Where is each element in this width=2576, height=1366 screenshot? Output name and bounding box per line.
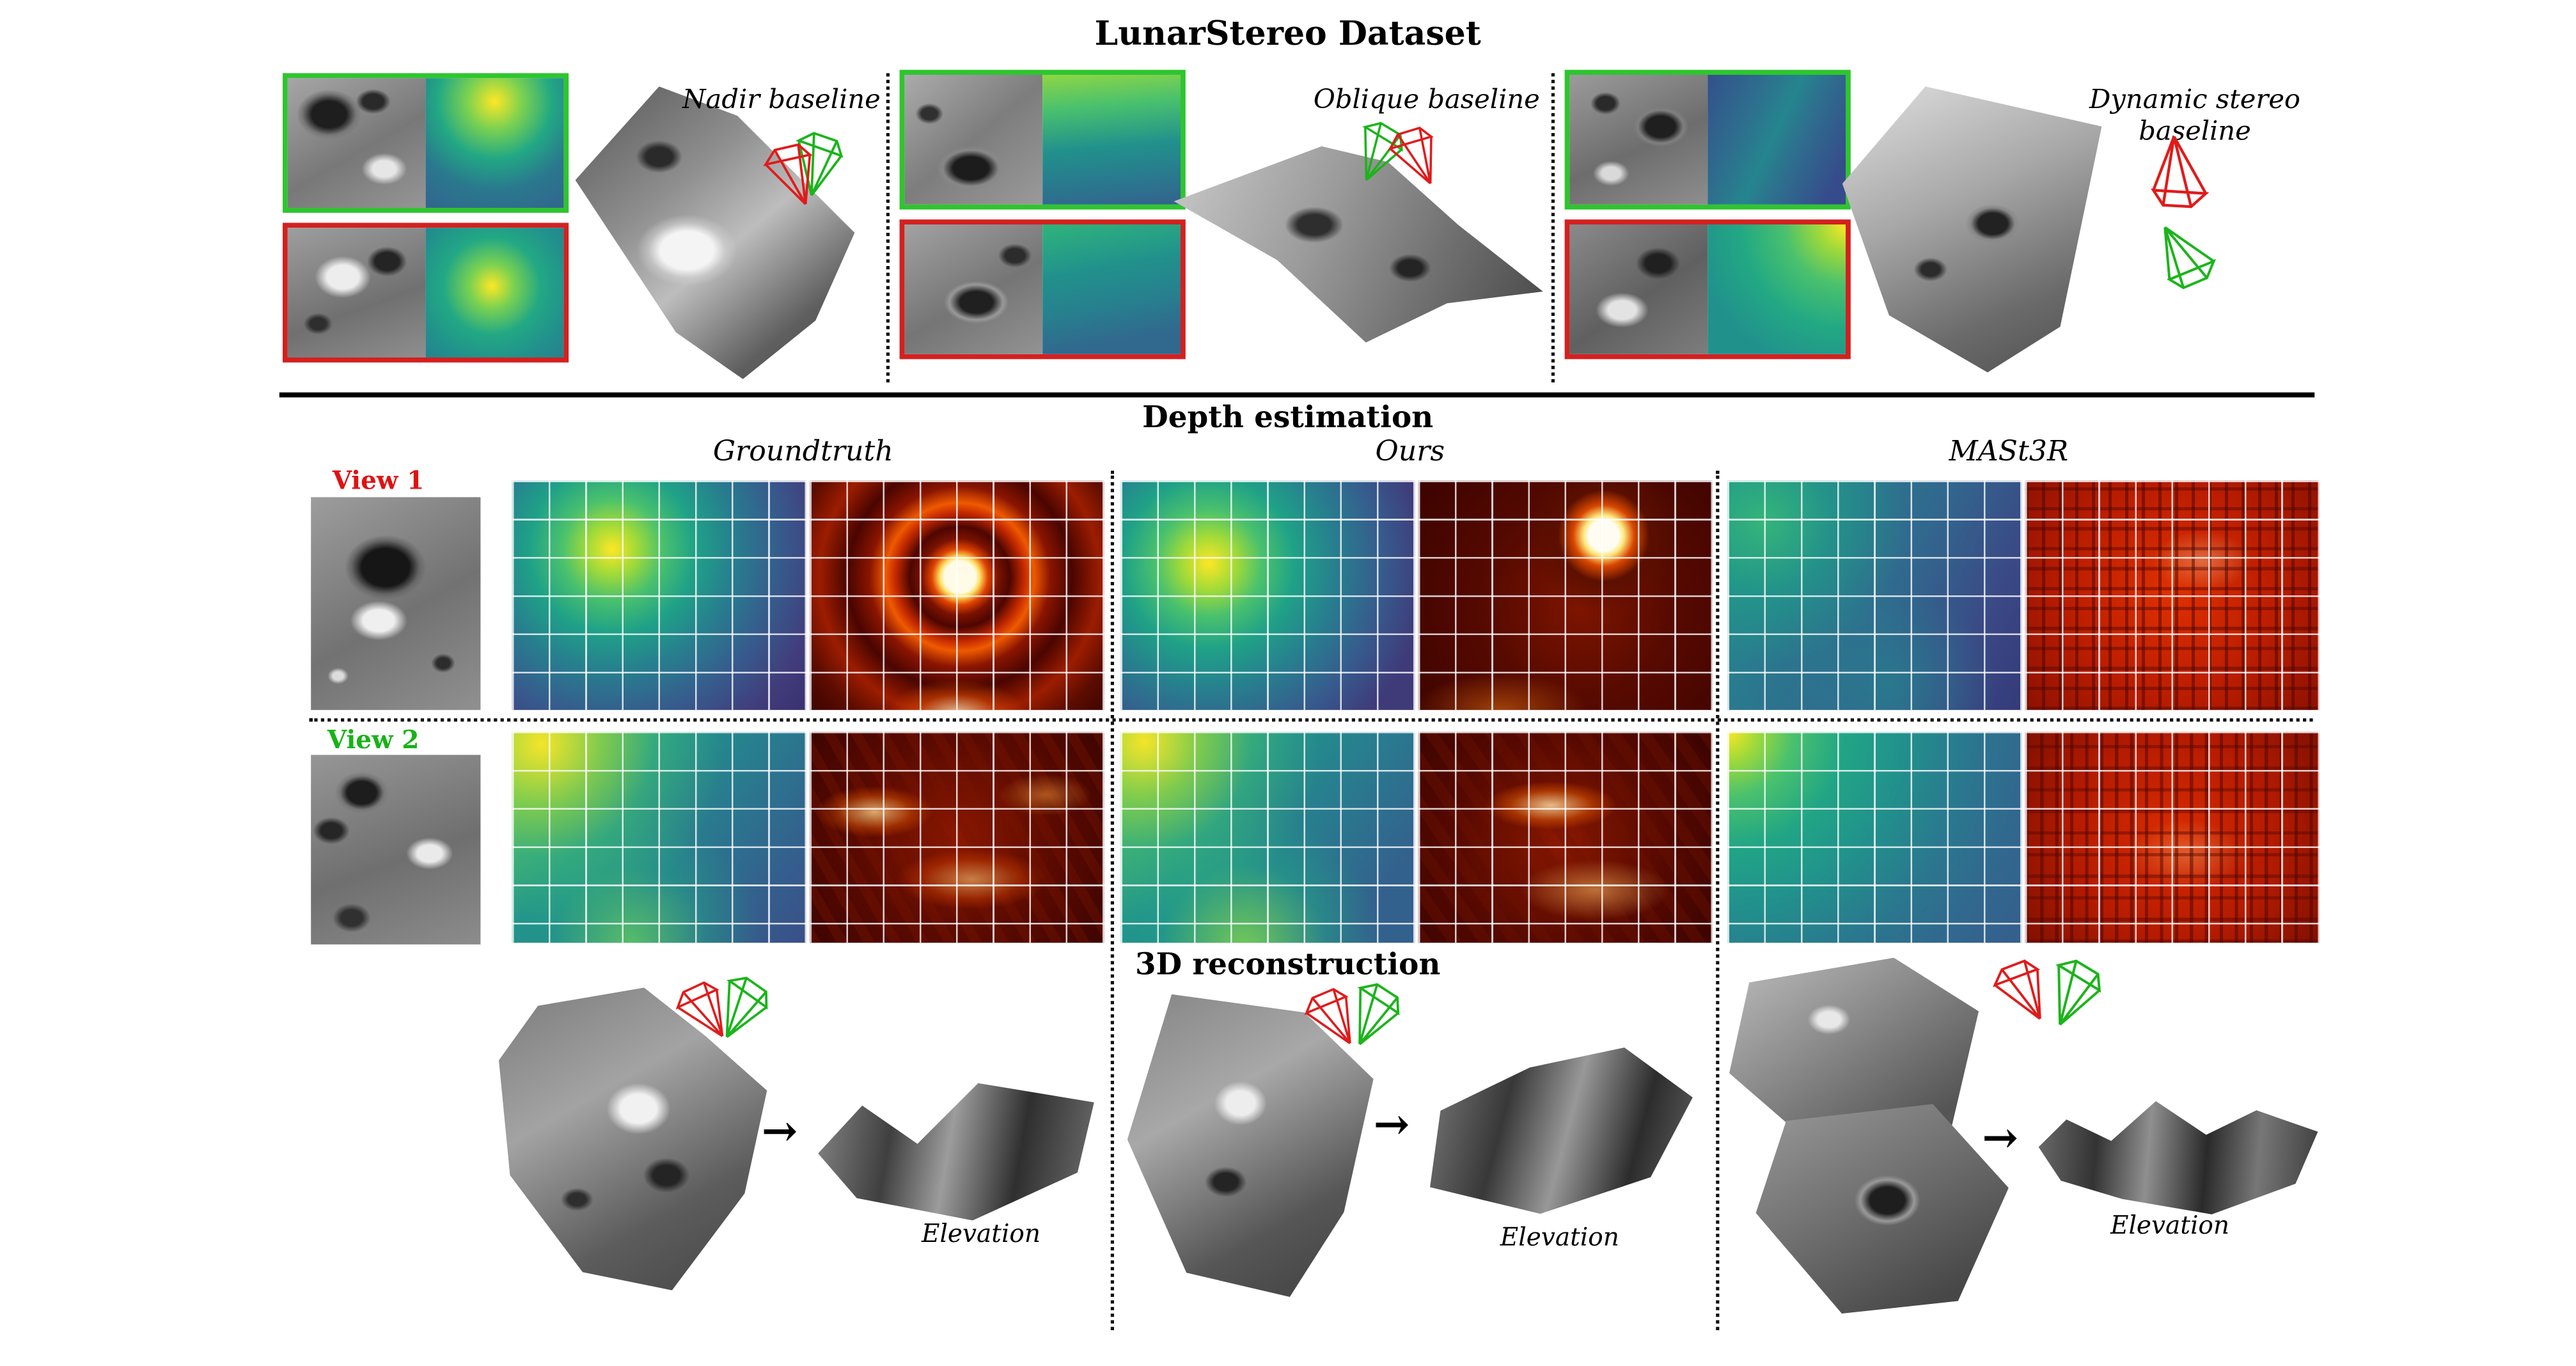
dotted-separator [886,73,890,382]
groundtruth-view1-maps [512,480,1104,710]
camera-frustum-green-icon [699,964,785,1054]
column-label-groundtruth: Groundtruth [712,436,893,469]
depth-map-panel [1120,732,1415,943]
error-map-panel [2025,732,2320,943]
camera-frustum-green-icon [781,124,854,205]
depth-map-thumb [1042,74,1181,205]
lunar-image [287,228,426,357]
camera-frustum-pair-icon [763,130,858,216]
lunar-image [1569,74,1708,205]
dotted-separator [1551,73,1555,382]
view2-label: View 2 [327,725,420,755]
column-label-mast3r: MASt3R [1949,436,2069,469]
depth-map-thumb [1708,224,1846,354]
depth-map-thumb [425,228,564,357]
lunar-image [1569,224,1708,354]
stereo-pair-oblique-view2 [899,70,1186,210]
error-map-panel [1418,732,1713,943]
camera-frustum-pair-icon [1304,981,1413,1061]
ours-view1-maps [1120,480,1713,710]
arrow-icon: → [761,1107,798,1158]
recon-mesh-patch [1755,1104,2009,1314]
camera-frustum-red-icon [1379,114,1457,198]
baseline-label-dynamic: Dynamic stereo baseline [2089,83,2300,146]
dotted-separator [1110,470,1114,1330]
error-map-panel [810,480,1104,710]
depth-map-thumb [1708,74,1846,205]
camera-frustum-red-icon [1294,975,1377,1060]
stereo-pair-dynamic-view2 [1564,70,1851,210]
lunar-image [287,78,426,208]
stereo-pair-oblique-view1 [899,219,1186,359]
depth-map-panel [1120,480,1415,710]
depth-map-thumb [425,78,564,208]
camera-frustum-pair-icon [1992,948,2109,1041]
arrow-icon: → [1982,1113,2018,1164]
error-map-panel [810,732,1104,943]
baseline-label-oblique: Oblique baseline [1313,83,1540,115]
elevation-label: Elevation [2110,1210,2230,1241]
mast3r-view2-maps [1727,732,2320,943]
camera-frustum-red-icon [1982,945,2069,1037]
elevation-render-ours [1430,1048,1693,1214]
error-map-panel [1418,480,1713,710]
lunar-image [904,224,1043,354]
depth-map-thumb [1042,224,1181,354]
elevation-render-mast3r [2038,1101,2318,1214]
arrow-icon: → [1373,1101,1410,1151]
camera-frustum-green-icon [1331,971,1416,1060]
stereo-pair-dynamic-view1 [1564,219,1851,359]
depth-map-panel [512,480,806,710]
error-map-panel [2025,480,2320,710]
stereo-pair-nadir-view2 [282,73,569,213]
camera-frustum-pair-icon [1350,120,1453,196]
camera-frustum-red-icon [665,968,748,1054]
dotted-separator [1716,470,1720,1330]
camera-frustum-green-icon [1339,111,1418,195]
elevation-label: Elevation [1500,1221,1619,1252]
stereo-pair-nadir-view1 [282,223,569,363]
elevation-label: Elevation [921,1218,1041,1249]
ours-view2-maps [1120,732,1713,943]
depth-map-panel [1727,480,2022,710]
recon-mesh-mast3r [1729,957,2009,1317]
elevation-render-groundtruth [818,1083,1094,1221]
view2-lunar-image [311,755,481,945]
baseline-label-nadir: Nadir baseline [682,83,881,115]
dataset-title: LunarStereo Dataset [1094,13,1481,54]
depth-map-panel [1727,732,2022,943]
view1-label: View 1 [332,466,425,496]
mast3r-view1-maps [1727,480,2320,710]
groundtruth-view2-maps [512,732,1104,943]
camera-frustum-green-icon [2136,208,2227,303]
camera-frustum-green-icon [2030,948,2117,1040]
depth-title: Depth estimation [1142,400,1434,436]
dotted-separator [309,718,2313,722]
section-divider [279,392,2315,398]
camera-frustum-red-icon [2139,130,2215,215]
depth-map-panel [512,732,806,943]
recon-title: 3D reconstruction [1135,948,1441,983]
camera-frustum-red-icon [755,132,835,218]
lunar-image [904,74,1043,205]
camera-frustum-pair-icon [675,975,781,1058]
view1-lunar-image [311,497,481,710]
column-label-ours: Ours [1375,436,1445,469]
